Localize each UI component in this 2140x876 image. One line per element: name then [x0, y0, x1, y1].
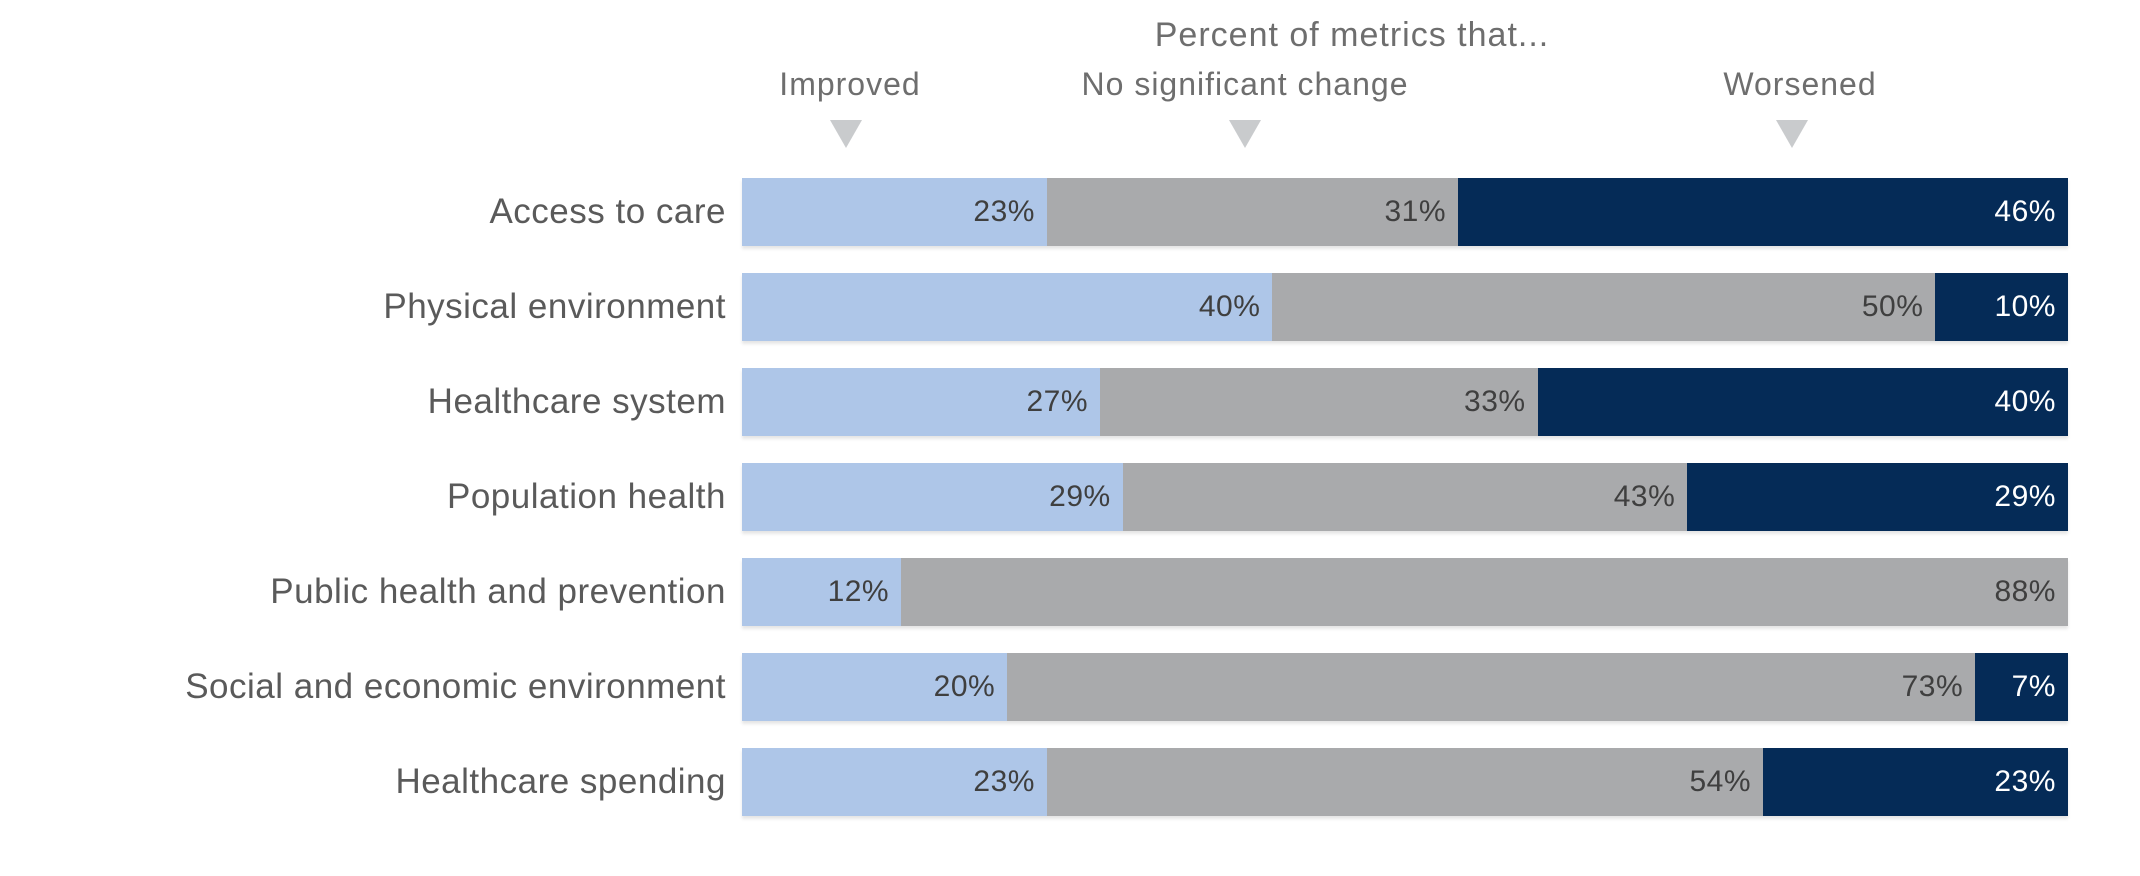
bar-segment-no-significant-change: 88% [901, 558, 2068, 626]
bar-value-label: 29% [1049, 480, 1111, 513]
stacked-bar: 12% 88% [742, 558, 2068, 626]
bar-segment-improved: 40% [742, 273, 1273, 341]
triangle-down-icon [1229, 120, 1261, 148]
row-label: Physical environment [383, 287, 726, 326]
table-row: Access to care 23% 31% 46% [0, 178, 2068, 246]
bar-value-label: 10% [1994, 290, 2056, 323]
bar-segment-improved: 23% [742, 178, 1047, 246]
triangle-down-icon [830, 120, 862, 148]
chart-title: Percent of metrics that... [1154, 16, 1550, 54]
table-row: Public health and prevention 12% 88% [0, 558, 2068, 626]
bar-segment-no-significant-change: 43% [1122, 463, 1688, 531]
bar-value-label: 27% [1026, 385, 1089, 418]
bar-value-label: 23% [1994, 765, 2056, 798]
stacked-bar: 23% 31% 46% [742, 178, 2068, 246]
bar-segment-no-significant-change: 31% [1046, 178, 1459, 246]
bar-segment-worsened: 23% [1763, 748, 2068, 816]
bar-value-label: 23% [973, 195, 1035, 228]
bar-segment-worsened: 46% [1458, 178, 2068, 246]
bar-segment-no-significant-change: 54% [1046, 748, 1763, 816]
row-label: Population health [447, 477, 726, 516]
bar-value-label: 73% [1901, 670, 1964, 703]
stacked-bar: 40% 50% 10% [742, 273, 2068, 341]
bar-segment-no-significant-change: 73% [1007, 653, 1976, 721]
legend-label-improved: Improved [779, 66, 921, 102]
stacked-bar: 20% 73% 7% [742, 653, 2068, 721]
triangle-down-icon [1776, 120, 1808, 148]
table-row: Healthcare system 27% 33% 40% [0, 368, 2068, 436]
bar-segment-worsened: 40% [1537, 368, 2068, 436]
stacked-bar: 27% 33% 40% [742, 368, 2068, 436]
bar-value-label: 40% [1994, 385, 2056, 418]
bar-segment-improved: 29% [742, 463, 1123, 531]
bar-value-label: 40% [1198, 290, 1261, 323]
bar-value-label: 88% [1994, 575, 2056, 608]
bar-segment-improved: 20% [742, 653, 1008, 721]
bar-segment-improved: 27% [742, 368, 1101, 436]
bar-value-label: 43% [1613, 480, 1676, 513]
row-label: Social and economic environment [185, 667, 726, 706]
bar-segment-improved: 23% [742, 748, 1047, 816]
bar-segment-no-significant-change: 50% [1272, 273, 1936, 341]
bar-segment-no-significant-change: 33% [1100, 368, 1538, 436]
bar-value-label: 54% [1689, 765, 1751, 798]
bar-value-label: 7% [2011, 670, 2056, 703]
row-label: Public health and prevention [270, 572, 726, 611]
bar-segment-worsened: 10% [1935, 273, 2068, 341]
stacked-bar: 29% 43% 29% [742, 463, 2068, 531]
table-row: Population health 29% 43% 29% [0, 463, 2068, 531]
bar-segment-improved: 12% [742, 558, 902, 626]
bar-value-label: 20% [933, 670, 996, 703]
row-label: Access to care [489, 192, 726, 231]
table-row: Physical environment 40% 50% 10% [0, 273, 2068, 341]
bar-value-label: 33% [1464, 385, 1526, 418]
bar-value-label: 29% [1994, 480, 2056, 513]
legend-label-no-significant-change: No significant change [1081, 66, 1409, 102]
stacked-bar: 23% 54% 23% [742, 748, 2068, 816]
bar-segment-worsened: 29% [1687, 463, 2068, 531]
bar-segment-worsened: 7% [1975, 653, 2068, 721]
table-row: Healthcare spending 23% 54% 23% [0, 748, 2068, 816]
row-label: Healthcare system [427, 382, 726, 421]
bar-value-label: 46% [1994, 195, 2056, 228]
row-label: Healthcare spending [395, 762, 726, 801]
bar-value-label: 12% [827, 575, 890, 608]
bar-value-label: 50% [1861, 290, 1924, 323]
bar-value-label: 31% [1384, 195, 1447, 228]
legend-label-worsened: Worsened [1723, 66, 1877, 102]
bar-value-label: 23% [973, 765, 1035, 798]
table-row: Social and economic environment 20% 73% … [0, 653, 2068, 721]
rows: Access to care 23% 31% 46% Physical envi… [0, 178, 2068, 843]
